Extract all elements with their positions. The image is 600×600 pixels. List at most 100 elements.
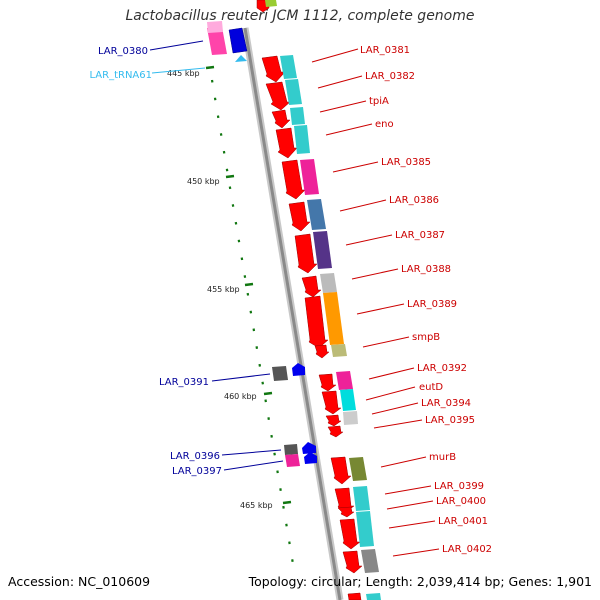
gene-arrow-smpB[interactable]	[314, 344, 330, 359]
tick-track	[210, 79, 296, 571]
gene-label-LAR_0387[interactable]: LAR_0387	[395, 230, 445, 241]
genome-title: Lactobacillus reuteri JCM 1112, complete…	[125, 8, 475, 24]
accession-label: Accession: NC_010609	[8, 574, 151, 589]
callout-line-LAR_0387	[345, 234, 393, 246]
cog-block-LAR_0387	[313, 231, 332, 269]
cog-block-eutD	[340, 389, 356, 411]
kbp-tick-455	[244, 282, 254, 287]
callout-line-LAR_0394	[371, 402, 419, 415]
callout-line-murB	[380, 456, 427, 468]
callout-line-LAR_0401	[388, 520, 436, 529]
gene-arrow-LAR_0388[interactable]	[301, 275, 322, 298]
gene-label-LAR_0395[interactable]: LAR_0395	[425, 415, 475, 426]
gene-arrow-LAR_0397[interactable]	[304, 452, 317, 464]
gene-arrow-LAR_0395[interactable]	[327, 425, 344, 438]
gene-label-murB[interactable]: murB	[429, 452, 456, 463]
callout-line-tpiA	[319, 100, 367, 113]
reverse-strand-genes	[207, 21, 317, 467]
reverse-callout-lines	[149, 40, 284, 471]
gene-label-LAR_0391[interactable]: LAR_0391	[159, 377, 209, 388]
gene-arrow-eutD[interactable]	[321, 390, 342, 415]
callout-line-smpB	[362, 336, 410, 348]
kbp-label-455: 455 kbp	[207, 285, 240, 294]
callout-line-LAR_0399	[384, 485, 432, 495]
gene-label-eno[interactable]: eno	[375, 119, 394, 130]
gene-arrow-LAR_0401[interactable]	[339, 518, 361, 550]
callout-line-LAR_0386	[339, 199, 387, 212]
kbp-tick-450	[225, 174, 235, 179]
cog-block-LAR_0399	[353, 486, 370, 511]
cog-block-bottom	[366, 593, 381, 600]
cog-block-murB	[349, 457, 367, 481]
cog-block-LAR_0382	[285, 79, 302, 105]
gene-arrow-LAR_0387[interactable]	[294, 233, 318, 274]
gene-label-LAR_0392[interactable]: LAR_0392	[417, 363, 467, 374]
gene-arrow-tpiA[interactable]	[271, 109, 291, 129]
gene-label-LAR_0401[interactable]: LAR_0401	[438, 516, 488, 527]
kbp-ticks: 445 kbp 450 kbp 455 kbp 460 kbp 465 kbp	[167, 65, 292, 510]
gene-arrow-LAR_0380[interactable]	[228, 27, 248, 54]
gene-label-LAR_tRNA61[interactable]: LAR_tRNA61	[89, 70, 152, 81]
gene-label-tpiA[interactable]: tpiA	[369, 96, 389, 107]
gene-label-LAR_0402[interactable]: LAR_0402	[442, 544, 492, 555]
callout-line-LAR_0396	[221, 449, 282, 456]
cog-block-LAR_0388	[320, 273, 337, 293]
gene-arrow-LAR_0400[interactable]	[337, 506, 355, 518]
gene-label-smpB[interactable]: smpB	[412, 332, 440, 343]
gene-arrow-LAR_0392[interactable]	[318, 373, 337, 392]
gene-label-LAR_0397[interactable]: LAR_0397	[172, 466, 222, 477]
gene-arrow-LAR_0386[interactable]	[288, 201, 311, 232]
callout-line-LAR_0385	[332, 161, 379, 173]
genome-backbone	[241, 27, 344, 600]
gene-label-eutD[interactable]: eutD	[419, 382, 443, 393]
callout-line-LAR_0391	[211, 373, 271, 382]
cog-block-LAR_0392	[336, 371, 353, 390]
gene-label-LAR_0400[interactable]: LAR_0400	[436, 496, 486, 507]
forward-strand-genes	[256, 0, 363, 600]
gene-arrow-LAR_0381[interactable]	[261, 55, 286, 83]
trna-arrow-LAR_tRNA61[interactable]	[235, 55, 247, 62]
callout-line-LAR_0395	[373, 419, 423, 429]
callout-line-LAR_0382	[317, 75, 363, 89]
gene-arrow-eno[interactable]	[275, 127, 298, 159]
cog-block-LAR_0402	[361, 549, 379, 573]
gene-label-LAR_0396[interactable]: LAR_0396	[170, 451, 220, 462]
gene-arrow-LAR_0391[interactable]	[292, 363, 305, 376]
gene-label-LAR_0380[interactable]: LAR_0380	[98, 46, 148, 57]
callout-line-LAR_0402	[392, 548, 440, 557]
cog-block-LAR_0385	[300, 159, 319, 195]
gene-label-LAR_0386[interactable]: LAR_0386	[389, 195, 439, 206]
cog-block-LAR_0396	[284, 444, 298, 455]
forward-callout-lines	[311, 48, 440, 557]
callout-line-LAR_0389	[356, 303, 405, 315]
genome-summary-label: Topology: circular; Length: 2,039,414 bp…	[248, 574, 592, 589]
gene-label-LAR_0382[interactable]: LAR_0382	[365, 71, 415, 82]
gene-arrow-LAR_0389[interactable]	[304, 295, 329, 349]
gene-label-LAR_0381[interactable]: LAR_0381	[360, 45, 410, 56]
gene-label-LAR_0389[interactable]: LAR_0389	[407, 299, 457, 310]
gene-arrow-murB[interactable]	[330, 456, 352, 485]
kbp-label-450: 450 kbp	[187, 177, 220, 186]
gene-arrow-LAR_0402[interactable]	[342, 550, 363, 574]
gene-label-LAR_0399[interactable]: LAR_0399	[434, 481, 484, 492]
cog-block-LAR_0401	[356, 511, 374, 547]
gene-label-LAR_0385[interactable]: LAR_0385	[381, 157, 431, 168]
forward-cog-blocks	[265, 0, 381, 600]
kbp-label-445: 445 kbp	[167, 69, 200, 78]
gene-arrow-LAR_0396[interactable]	[302, 442, 316, 454]
gene-arrow-LAR_0382[interactable]	[265, 81, 291, 111]
gene-arrow-LAR_0385[interactable]	[281, 159, 306, 200]
cog-block-LAR_0381	[280, 55, 297, 79]
gene-arrow-bottom[interactable]	[347, 592, 362, 600]
gene-arrow-LAR_0394[interactable]	[325, 414, 342, 427]
gene-label-LAR_0388[interactable]: LAR_0388	[401, 264, 451, 275]
cog-block-LAR_0380	[207, 27, 227, 55]
callout-line-eno	[325, 123, 373, 136]
callout-line-LAR_0388	[351, 268, 399, 280]
cog-block-smpB	[331, 344, 347, 357]
cog-block-LAR_0386	[307, 199, 326, 230]
callout-line-LAR_tRNA61	[151, 67, 206, 74]
reverse-gene-labels: LAR_0380 LAR_tRNA61 LAR_0391 LAR_0396 LA…	[89, 46, 222, 477]
gene-label-LAR_0394[interactable]: LAR_0394	[421, 398, 471, 409]
